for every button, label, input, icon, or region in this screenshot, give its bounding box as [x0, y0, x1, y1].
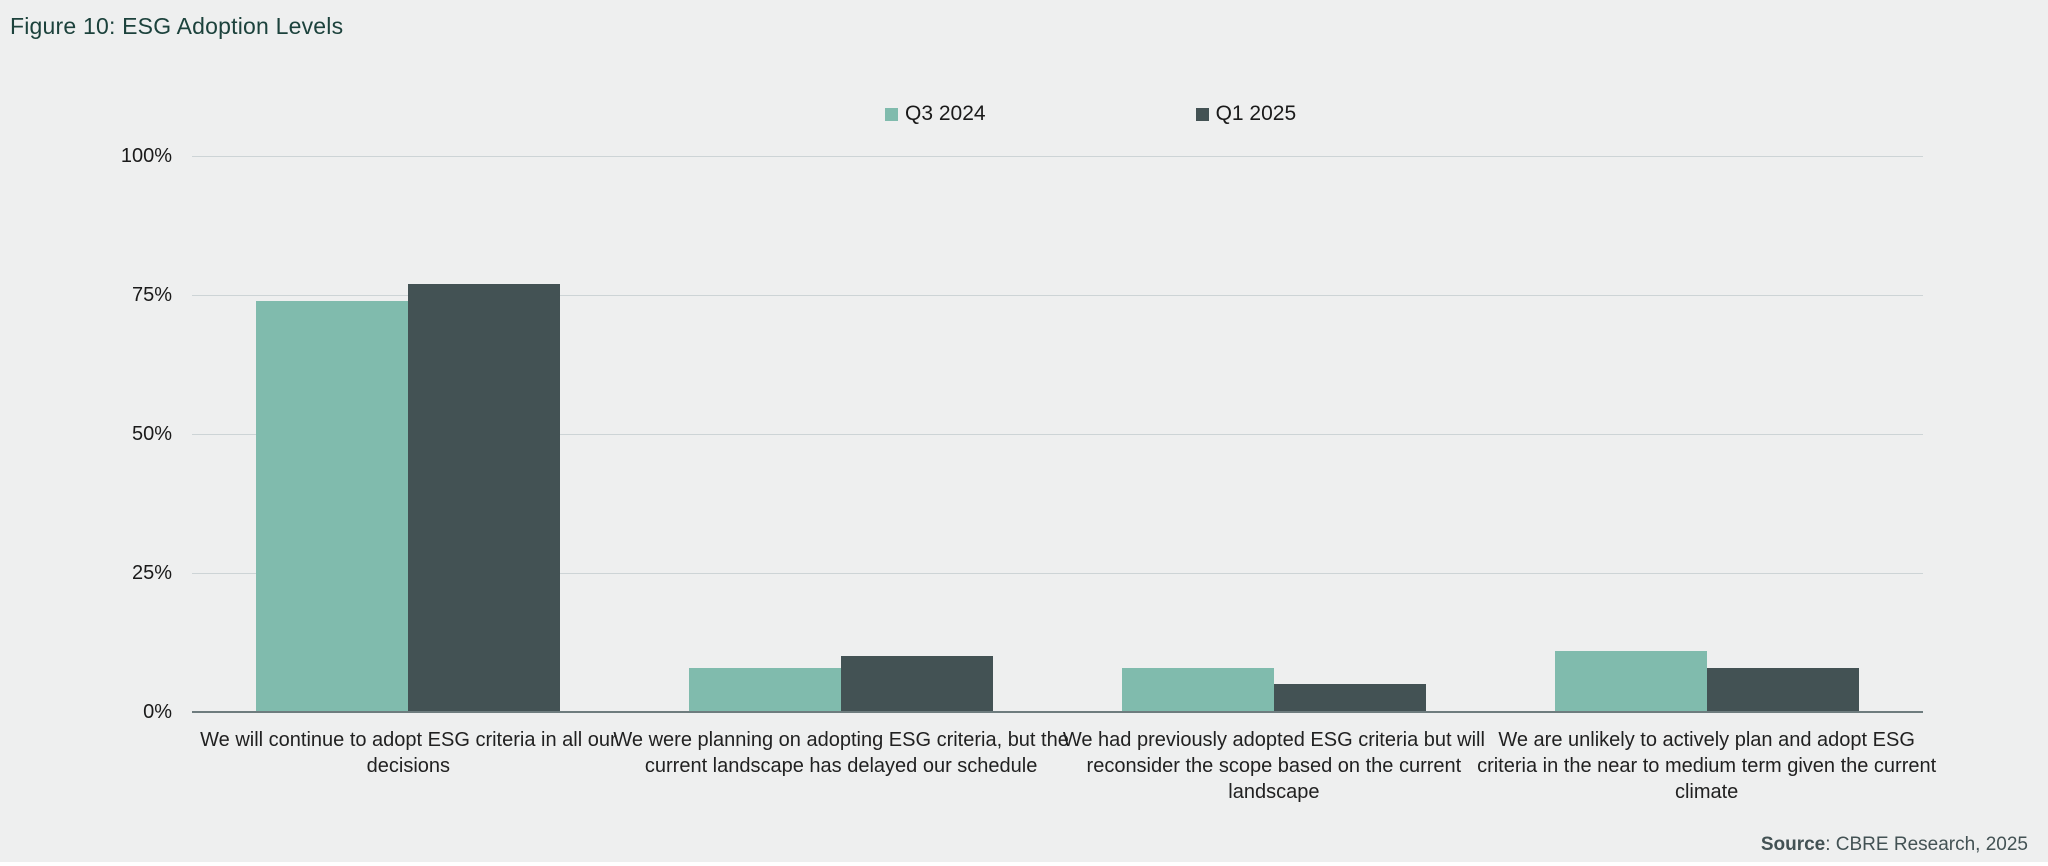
bar-group [1490, 156, 1923, 712]
x-axis-baseline [192, 711, 1923, 713]
bar-group [192, 156, 625, 712]
y-tick-label: 50% [131, 423, 172, 445]
legend-label-q1-2025: Q1 2025 [1215, 102, 1297, 125]
legend-entry-q3-2024: Q3 2024 [885, 102, 986, 126]
y-tick-label: 100% [120, 145, 172, 167]
bar-group [625, 156, 1058, 712]
source-text: : CBRE Research, 2025 [1825, 834, 2028, 855]
bar-q3-2024 [1554, 650, 1707, 712]
category-label: We had previously adopted ESG criteria b… [1062, 729, 1485, 803]
gridline-100 [192, 156, 1923, 157]
y-tick-label: 25% [131, 562, 172, 584]
bar-q1-2025 [841, 656, 994, 712]
bar-q3-2024 [689, 667, 842, 712]
legend-label-q3-2024: Q3 2024 [905, 102, 986, 125]
gridline-75 [192, 295, 1923, 296]
bar-group [1058, 156, 1491, 712]
gridline-25 [192, 573, 1923, 574]
page-title: Figure 10: ESG Adoption Levels [10, 13, 344, 39]
legend-swatch-q3-2024-icon [885, 107, 898, 121]
y-tick-label: 0% [143, 701, 172, 723]
x-axis: We will continue to adopt ESG criteria i… [192, 727, 1936, 817]
bar-q1-2025 [1273, 684, 1426, 712]
y-tick-label: 75% [131, 284, 172, 306]
bar-q3-2024 [1121, 667, 1274, 712]
bar-q1-2025 [408, 283, 561, 712]
y-axis: 0% 25% 50% 75% 100% [90, 146, 172, 722]
source-note: Source: CBRE Research, 2025 [1761, 834, 2028, 856]
category-label: We were planning on adopting ESG criteri… [613, 729, 1069, 777]
bar-q3-2024 [256, 300, 409, 712]
legend-entry-q1-2025: Q1 2025 [1195, 102, 1297, 126]
page-bottom-strip [0, 862, 2048, 866]
gridline-50 [192, 434, 1923, 435]
source-label: Source [1760, 834, 1826, 855]
legend-swatch-q1-2025-icon [1195, 107, 1209, 121]
chart-legend: Q3 2024 Q1 2025 [885, 102, 1296, 126]
bar-q1-2025 [1706, 667, 1859, 712]
category-label: We are unlikely to actively plan and ado… [1477, 729, 1937, 803]
plot-area [192, 156, 1923, 713]
category-label: We will continue to adopt ESG criteria i… [200, 729, 617, 777]
